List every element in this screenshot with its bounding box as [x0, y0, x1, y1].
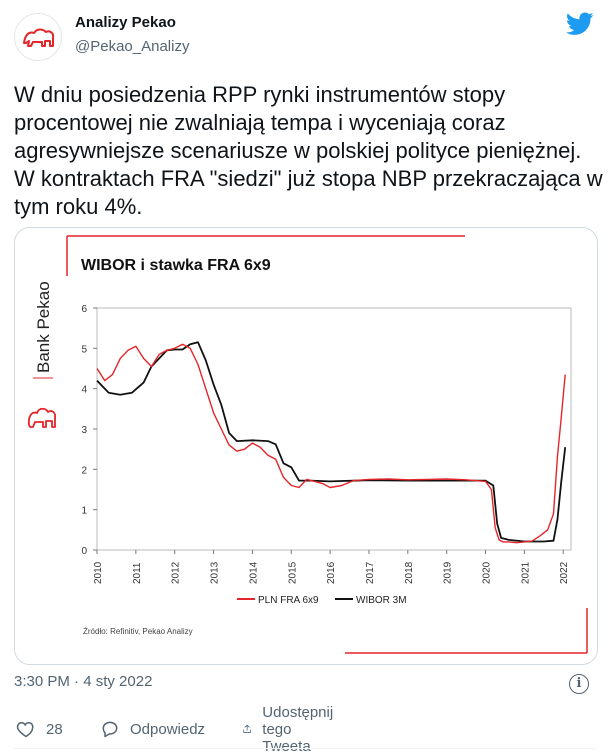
plot-area: 0 1 2 3 4 5 6 2010 2011 2012 2013 2014 2015 2016 2017 2…	[81, 304, 572, 606]
like-count: 28	[46, 720, 63, 738]
bank-pekao-logo-icon	[27, 377, 57, 428]
y-tick-label: 6	[81, 304, 87, 315]
y-tick-label: 2	[81, 465, 87, 476]
chart-title: WIBOR i stawka FRA 6x9	[81, 257, 271, 274]
y-tick-label: 0	[81, 546, 87, 557]
x-tick-label: 2018	[404, 561, 415, 584]
chart: Bank Pekao WIBOR i stawka FRA 6x9 0 1 2 3 4 5…	[15, 228, 597, 664]
x-tick-label: 2022	[559, 561, 570, 584]
x-tick-label: 2017	[365, 561, 376, 584]
twitter-bird-icon[interactable]	[565, 12, 594, 36]
share-button[interactable]: Udostępnij tego Tweeta	[242, 704, 343, 755]
tweet-image-card[interactable]: Bank Pekao WIBOR i stawka FRA 6x9 0 1 2 3 4 5…	[14, 227, 598, 665]
reply-icon	[102, 721, 118, 738]
timestamp[interactable]: 3:30 PM · 4 sty 2022	[14, 673, 153, 690]
x-tick-label: 2014	[248, 561, 259, 584]
y-tick-label: 3	[81, 425, 87, 436]
account-handle[interactable]: @Pekao_Analizy	[75, 38, 190, 55]
x-tick-label: 2015	[287, 561, 298, 584]
x-tick-label: 2010	[93, 561, 104, 584]
series-line-fra	[96, 343, 566, 544]
info-icon[interactable]: i	[569, 674, 589, 694]
y-tick-label: 1	[81, 506, 87, 517]
reply-label: Odpowiedz	[130, 720, 206, 738]
legend-label: PLN FRA 6x9	[258, 595, 319, 606]
like-button[interactable]: 28	[16, 716, 63, 742]
tweet-text: W dniu posiedzenia RPP rynki instrumentó…	[14, 82, 603, 219]
side-brand-label: Bank Pekao	[34, 281, 53, 373]
account-name[interactable]: Analizy Pekao	[75, 14, 176, 31]
legend-label: WIBOR 3M	[356, 595, 407, 606]
bison-logo-icon	[23, 28, 55, 47]
avatar[interactable]	[14, 13, 62, 61]
share-label: Udostępnij tego Tweeta	[262, 703, 334, 755]
series-line-wibor	[96, 341, 567, 543]
x-tick-label: 2011	[132, 562, 143, 584]
x-tick-label: 2016	[326, 561, 337, 584]
x-tick-label: 2019	[443, 561, 454, 584]
reply-button[interactable]: Odpowiedz	[100, 716, 205, 742]
heart-icon	[16, 721, 34, 738]
x-tick-label: 2021	[520, 561, 531, 584]
y-tick-label: 4	[81, 385, 87, 396]
y-tick-label: 5	[81, 344, 87, 355]
x-tick-label: 2013	[210, 561, 221, 584]
x-tick-label: 2012	[171, 561, 182, 584]
share-icon	[243, 724, 251, 733]
chart-source: Źródło: Refinitiv, Pekao Analizy	[83, 627, 193, 636]
divider	[14, 748, 596, 749]
x-tick-label: 2020	[482, 561, 493, 584]
